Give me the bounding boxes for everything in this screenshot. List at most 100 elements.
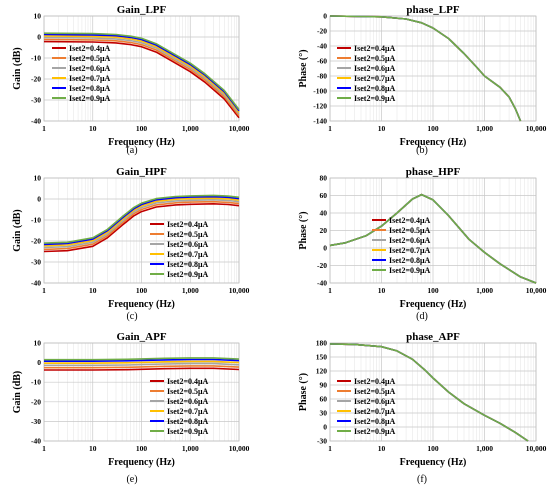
- x-tick-label: 10,000: [229, 124, 250, 133]
- panel-caption: (f): [417, 474, 427, 485]
- y-tick-label: 60: [320, 395, 328, 404]
- x-tick-label: 1: [42, 286, 46, 295]
- x-tick-label: 1,000: [476, 444, 493, 453]
- y-tick-label: -20: [317, 261, 327, 270]
- y-tick-label: -80: [317, 72, 327, 81]
- series-line: [43, 32, 240, 110]
- chart-panel-1: 1 10 100 1,000 10,000 -40 -30 -20 -10 0 10 Iset2=0.…: [12, 4, 250, 156]
- x-tick-label: 1: [328, 444, 332, 453]
- x-tick-label: 1,000: [476, 124, 493, 133]
- series-line: [44, 358, 240, 362]
- y-axis-label: Gain (dB): [12, 209, 23, 252]
- y-tick-label: 10: [34, 12, 42, 21]
- x-axis-label: Frequency (Hz): [400, 137, 467, 148]
- series-line: [44, 357, 240, 361]
- series-line: [43, 203, 240, 253]
- legend-entry: Iset2=0.9μA: [167, 270, 209, 279]
- x-tick-label: 100: [136, 124, 148, 133]
- legend-entry: Iset2=0.6μA: [389, 236, 431, 245]
- chart-title: Gain_APF: [116, 331, 166, 343]
- y-tick-label: 120: [316, 367, 328, 376]
- legend-entry: Iset2=0.9μA: [354, 94, 396, 103]
- x-axis-label: Frequency (Hz): [108, 299, 175, 310]
- legend-entry: Iset2=0.6μA: [354, 397, 396, 406]
- y-tick-label: -40: [31, 279, 41, 288]
- y-tick-label: -10: [31, 54, 41, 63]
- y-axis-label: Gain (dB): [12, 47, 23, 90]
- legend-entry: Iset2=0.4μA: [389, 216, 431, 225]
- series-line: [43, 35, 240, 113]
- legend-entry: Iset2=0.9μA: [389, 266, 431, 275]
- legend-entry: Iset2=0.4μA: [354, 377, 396, 386]
- x-tick-label: 100: [136, 444, 148, 453]
- y-tick-label: 30: [320, 409, 328, 418]
- x-tick-label: 10,000: [526, 444, 547, 453]
- legend-entry: Iset2=0.9μA: [167, 427, 209, 436]
- x-tick-label: 10,000: [526, 124, 547, 133]
- y-tick-label: 0: [37, 195, 41, 204]
- x-axis-label: Frequency (Hz): [400, 457, 467, 468]
- x-tick-label: 100: [427, 124, 439, 133]
- chart-title: phase_APF: [406, 331, 460, 343]
- panel-caption: (b): [416, 145, 428, 156]
- x-tick-label: 1: [328, 124, 332, 133]
- y-tick-label: -40: [317, 42, 327, 51]
- y-tick-label: 0: [37, 33, 41, 42]
- legend-entry: Iset2=0.5μA: [69, 54, 111, 63]
- y-tick-label: -30: [31, 258, 41, 267]
- y-tick-label: -10: [31, 378, 41, 387]
- series-line: [43, 33, 240, 112]
- legend-entry: Iset2=0.6μA: [167, 397, 209, 406]
- x-tick-label: 10,000: [229, 444, 250, 453]
- legend-entry: Iset2=0.7μA: [167, 250, 209, 259]
- y-tick-label: -40: [31, 117, 41, 126]
- x-tick-label: 10,000: [526, 286, 547, 295]
- y-tick-label: -20: [31, 397, 41, 406]
- x-axis-label: Frequency (Hz): [108, 137, 175, 148]
- panel-caption: (d): [416, 311, 428, 322]
- plot-frame: [43, 342, 240, 442]
- x-tick-label: 1,000: [476, 286, 493, 295]
- x-tick-label: 10: [89, 124, 97, 133]
- plot-frame: [43, 15, 240, 122]
- chart-title: Gain_HPF: [116, 166, 167, 178]
- legend-entry: Iset2=0.4μA: [167, 377, 209, 386]
- x-tick-label: 10: [89, 444, 97, 453]
- chart-panel-6: 1 10 100 1,000 10,000 -30 0 30 60 90 120 150 180 Iset…: [298, 331, 547, 485]
- y-tick-label: -60: [317, 57, 327, 66]
- legend-entry: Iset2=0.6μA: [69, 64, 111, 73]
- x-tick-label: 1,000: [182, 444, 199, 453]
- plot-frame: [329, 177, 537, 284]
- legend-entry: Iset2=0.4μA: [354, 44, 396, 53]
- series-line: [43, 40, 240, 119]
- legend-entry: Iset2=0.7μA: [354, 407, 396, 416]
- plot-frame: [43, 177, 240, 284]
- x-tick-label: 10: [378, 124, 386, 133]
- legend-entry: Iset2=0.4μA: [167, 220, 209, 229]
- legend-entry: Iset2=0.7μA: [69, 74, 111, 83]
- y-tick-label: -40: [317, 279, 327, 288]
- legend-entry: Iset2=0.8μA: [167, 260, 209, 269]
- x-tick-label: 10: [89, 286, 97, 295]
- y-axis-label: Phase (°): [298, 373, 309, 411]
- y-tick-label: -20: [317, 27, 327, 36]
- y-tick-label: 0: [37, 358, 41, 367]
- x-tick-label: 1,000: [182, 124, 199, 133]
- y-tick-label: -20: [31, 75, 41, 84]
- y-tick-label: 0: [323, 423, 327, 432]
- chart-panel-4: 1 10 100 1,000 10,000 -40 -20 0 20 40 60 80 Iset2=0.…: [298, 166, 547, 322]
- series-line: [43, 199, 240, 249]
- panel-caption: (c): [126, 311, 137, 322]
- legend-entry: Iset2=0.6μA: [354, 64, 396, 73]
- y-tick-label: 180: [316, 339, 328, 348]
- chart-panel-5: 1 10 100 1,000 10,000 -40 -30 -20 -10 0 10 Iset2=0.…: [12, 331, 250, 485]
- y-tick-label: 10: [34, 174, 42, 183]
- y-tick-label: 150: [316, 353, 328, 362]
- y-tick-label: -30: [31, 96, 41, 105]
- series-line: [43, 36, 240, 115]
- x-tick-label: 10,000: [229, 286, 250, 295]
- legend-entry: Iset2=0.8μA: [389, 256, 431, 265]
- y-tick-label: 0: [323, 12, 327, 21]
- x-tick-label: 100: [136, 286, 148, 295]
